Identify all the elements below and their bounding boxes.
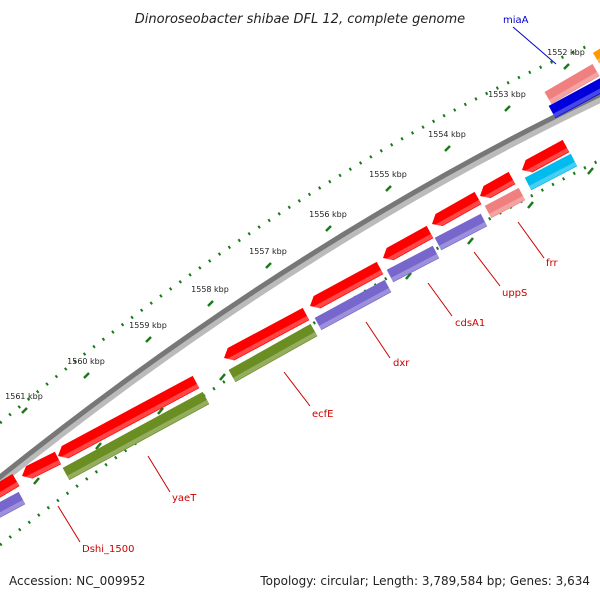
ruler-tick-label: 1558 kbp bbox=[191, 285, 229, 294]
gene-leader-line bbox=[283, 371, 311, 407]
gene-feature bbox=[58, 375, 200, 459]
gene-feature bbox=[310, 261, 384, 309]
gene-feature bbox=[383, 225, 434, 261]
ruler-tick-label: 1560 kbp bbox=[67, 357, 105, 366]
ruler-tick-label: 1559 kbp bbox=[129, 321, 167, 330]
ruler-tick bbox=[95, 442, 102, 450]
gene-feature bbox=[484, 187, 526, 219]
ruler-tick-label: 1556 kbp bbox=[309, 210, 347, 219]
gene-feature bbox=[228, 323, 318, 383]
gene-label: miaA bbox=[503, 15, 529, 26]
gene-feature-highlight bbox=[0, 499, 25, 518]
ruler-tick bbox=[504, 105, 511, 112]
gene-feature-highlight bbox=[528, 161, 577, 190]
gene-feature-group bbox=[0, 48, 600, 518]
gene-label: uppS bbox=[502, 288, 527, 299]
ruler-tick bbox=[527, 201, 534, 209]
ruler-tick bbox=[207, 300, 214, 307]
ruler-tick bbox=[467, 237, 474, 245]
gene-leader-group bbox=[57, 26, 557, 543]
gene-leader-line bbox=[57, 505, 81, 543]
ruler-tick-label: 1555 kbp bbox=[369, 170, 407, 179]
gene-feature bbox=[0, 491, 26, 518]
gene-feature-highlight bbox=[433, 199, 482, 230]
gene-feature bbox=[224, 307, 310, 361]
ruler-tick bbox=[385, 185, 392, 192]
gene-feature-highlight bbox=[549, 71, 600, 104]
ruler-tick bbox=[405, 272, 412, 280]
gene-feature bbox=[548, 78, 600, 119]
gene-feature-highlight bbox=[67, 399, 210, 480]
gene-feature-highlight bbox=[311, 269, 384, 312]
gene-feature bbox=[480, 171, 516, 199]
ruler-tick bbox=[157, 407, 164, 415]
ruler-tick-label: 1557 kbp bbox=[249, 247, 287, 256]
gene-leader-line bbox=[427, 282, 453, 317]
gene-feature bbox=[314, 279, 392, 331]
gene-feature bbox=[522, 139, 570, 173]
gene-feature bbox=[0, 473, 20, 498]
ruler-tick bbox=[219, 373, 226, 381]
ruler-dots-inner bbox=[0, 158, 600, 547]
gene-label: frr bbox=[546, 258, 558, 269]
gene-feature bbox=[386, 245, 440, 283]
ruler-tick bbox=[265, 262, 272, 269]
ruler-tick-label: 1553 kbp bbox=[488, 90, 526, 99]
gene-label: ecfE bbox=[312, 409, 334, 420]
ruler-tick-label: 1561 kbp bbox=[5, 392, 43, 401]
ruler-tick bbox=[21, 407, 28, 414]
backbone-shadow bbox=[0, 95, 600, 487]
gene-feature bbox=[434, 213, 488, 251]
gene-feature-highlight bbox=[58, 383, 199, 462]
gene-feature-highlight bbox=[596, 57, 600, 63]
gene-feature-highlight bbox=[552, 88, 600, 118]
gene-feature bbox=[22, 451, 62, 479]
gene-label: yaeT bbox=[172, 493, 197, 504]
gene-feature bbox=[592, 48, 600, 64]
genome-backbone bbox=[0, 91, 600, 481]
gene-feature bbox=[524, 153, 578, 191]
ruler-tick-label: 1552 kbp bbox=[547, 48, 585, 57]
ruler-tick bbox=[145, 336, 152, 343]
gene-feature bbox=[432, 191, 482, 227]
gene-label: Dshi_1500 bbox=[82, 544, 134, 555]
gene-feature bbox=[544, 63, 600, 105]
ruler-tick bbox=[444, 145, 451, 152]
ruler-tick-group bbox=[21, 63, 594, 485]
gene-feature-highlight bbox=[0, 481, 20, 497]
gene-feature-highlight bbox=[481, 179, 516, 202]
gene-leader-line bbox=[473, 251, 501, 287]
map-title: Dinoroseobacter shibae DFL 12, complete … bbox=[135, 12, 465, 27]
ruler-tick bbox=[83, 372, 90, 379]
gene-feature-highlight bbox=[224, 315, 309, 364]
gene-feature-highlight bbox=[22, 459, 61, 482]
accession-text: Accession: NC_009952 bbox=[9, 574, 146, 588]
gene-feature-highlight bbox=[390, 253, 439, 282]
ruler-tick-label: 1554 kbp bbox=[428, 130, 466, 139]
genome-summary-text: Topology: circular; Length: 3,789,584 bp… bbox=[260, 574, 590, 588]
gene-label-group: miaA frr uppS cdsA1 dxr ecfE yaeT Dshi_1500 bbox=[82, 15, 558, 555]
ruler-label-group: 1552 kbp 1553 kbp 1554 kbp 1555 kbp 1556 kbp… bbox=[5, 48, 585, 401]
gene-feature-highlight bbox=[488, 195, 525, 218]
gene-feature-highlight bbox=[384, 233, 434, 264]
ruler-dots-outer bbox=[0, 43, 591, 425]
gene-leader-line bbox=[365, 321, 391, 359]
ruler-tick bbox=[33, 477, 40, 485]
gene-label: dxr bbox=[393, 358, 410, 369]
ruler-tick bbox=[563, 63, 570, 70]
gene-feature-highlight bbox=[319, 287, 392, 330]
gene-feature bbox=[62, 391, 210, 481]
ruler-tick bbox=[587, 167, 594, 175]
gene-feature-highlight bbox=[233, 331, 318, 382]
gene-label: cdsA1 bbox=[455, 318, 485, 329]
gene-leader-line bbox=[512, 26, 557, 65]
ruler-tick bbox=[325, 225, 332, 232]
gene-leader-line bbox=[517, 221, 545, 259]
gene-leader-line bbox=[147, 455, 171, 493]
gene-feature-highlight bbox=[523, 147, 570, 176]
gene-feature-highlight bbox=[438, 221, 487, 250]
